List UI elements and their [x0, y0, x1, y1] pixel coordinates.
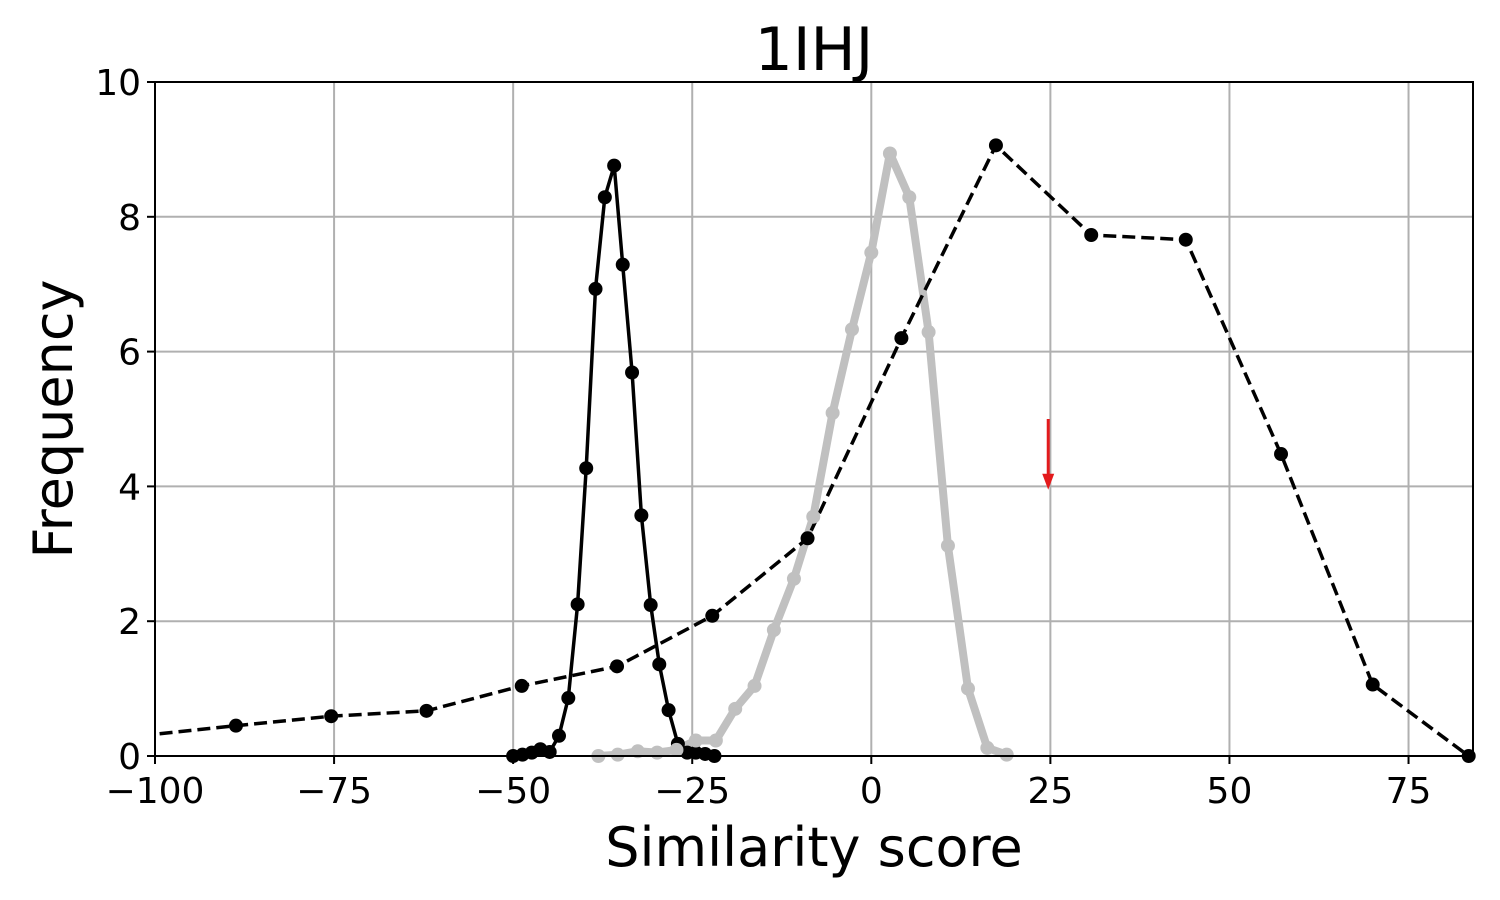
- x-tick-label: 0: [860, 771, 883, 812]
- x-tick-label: 25: [1027, 771, 1073, 812]
- series-2-point: [1178, 232, 1193, 247]
- x-tick-label: 50: [1207, 771, 1253, 812]
- series-2-point: [1365, 677, 1380, 692]
- y-tick-label: 4: [118, 467, 141, 508]
- grid-layer: [154, 81, 1473, 757]
- series-0-point: [652, 657, 667, 672]
- y-axis-title: Frequency: [22, 280, 85, 559]
- series-1-point: [940, 538, 955, 553]
- series-0-point: [625, 365, 640, 380]
- tick-layer: −100 −75 −50 −25 0 25 50 75 0 2 4 6 8 10: [95, 63, 1431, 812]
- series-layer: [155, 138, 1476, 763]
- series-0-point: [607, 158, 622, 173]
- series-1-point: [747, 678, 762, 693]
- y-tick-label: 10: [95, 63, 141, 104]
- series-2-point: [610, 659, 625, 674]
- series-1-point: [630, 744, 645, 759]
- series-0-point: [643, 598, 658, 613]
- series-2-point: [988, 138, 1003, 153]
- x-tick-label: −75: [296, 771, 372, 812]
- plot-frame: [154, 81, 1474, 757]
- series-1-point: [688, 733, 703, 748]
- y-tick-label: 6: [118, 333, 141, 374]
- y-tick-label: 0: [118, 737, 141, 778]
- series-0-point: [551, 728, 566, 743]
- series-1-point: [669, 742, 684, 757]
- series-1-point: [786, 571, 801, 586]
- series-1-point: [708, 733, 723, 748]
- series-0-point: [597, 190, 612, 205]
- series-1-point: [999, 747, 1014, 762]
- series-1-point: [980, 740, 995, 755]
- series-0-point: [579, 461, 594, 476]
- series-1-point: [961, 681, 976, 696]
- series-2-point: [514, 678, 529, 693]
- x-tick-label: 75: [1386, 771, 1432, 812]
- series-1-point: [610, 747, 625, 762]
- series-1-point: [728, 701, 743, 716]
- series-2-point: [419, 703, 434, 718]
- annotation-layer: [1042, 419, 1055, 490]
- annotation-arrow-head: [1042, 473, 1055, 490]
- series-2-point: [1274, 447, 1289, 462]
- series-2-line: [155, 143, 1470, 756]
- series-1-point: [882, 146, 897, 161]
- chart-title: 1IHJ: [755, 15, 874, 85]
- series-0-point: [570, 597, 585, 612]
- series-1-point: [864, 245, 879, 260]
- series-2-point: [705, 608, 720, 623]
- series-2-point: [1084, 227, 1099, 242]
- series-0-point: [588, 281, 603, 296]
- series-1-point: [806, 509, 821, 524]
- series-1-point: [766, 622, 781, 637]
- series-2-point: [894, 331, 909, 346]
- series-0-point: [561, 691, 576, 706]
- series-1-point: [902, 190, 917, 205]
- y-tick-label: 8: [118, 198, 141, 239]
- series-1-point: [825, 405, 840, 420]
- x-axis-title: Similarity score: [605, 816, 1023, 879]
- series-1-point: [650, 745, 665, 760]
- series-1-point: [844, 322, 859, 337]
- x-tick-label: −100: [106, 771, 205, 812]
- series-0-point: [615, 257, 630, 272]
- series-0-point: [634, 508, 649, 523]
- series-1-line: [594, 149, 1011, 756]
- series-1-point: [921, 325, 936, 340]
- y-tick-label: 2: [118, 602, 141, 643]
- x-tick-label: −50: [475, 771, 551, 812]
- series-2-point: [324, 709, 339, 724]
- x-tick-label: −25: [654, 771, 730, 812]
- series-2-point: [228, 718, 243, 733]
- series-2-point: [800, 531, 815, 546]
- series-0-point: [661, 703, 676, 718]
